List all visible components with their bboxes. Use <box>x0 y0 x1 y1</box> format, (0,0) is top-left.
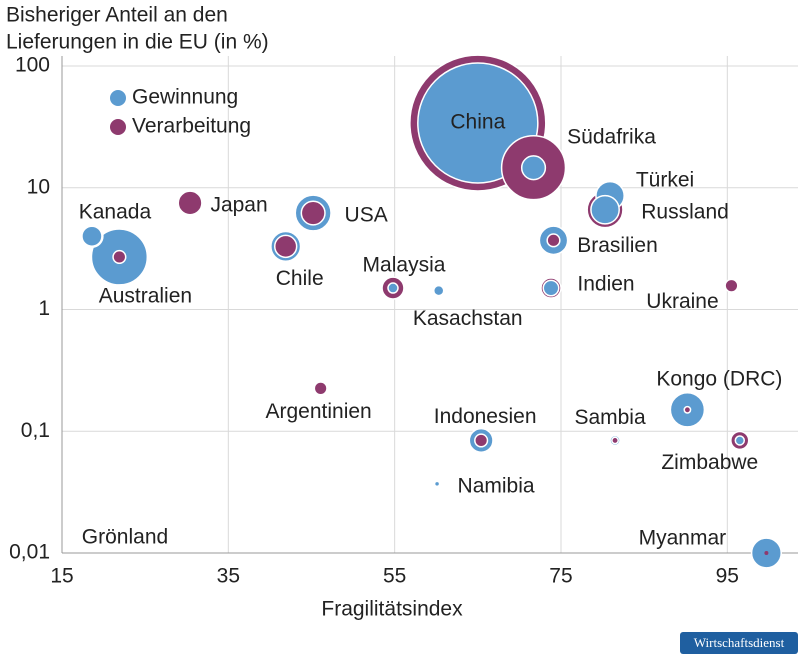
x-tick-label: 55 <box>383 565 406 588</box>
bubble <box>435 482 439 486</box>
point-label: Kasachstan <box>413 307 523 330</box>
point-label: Namibia <box>458 474 535 497</box>
bubble <box>546 233 561 248</box>
point-label: Myanmar <box>639 527 727 550</box>
bubble <box>112 249 127 265</box>
bubble <box>313 381 328 396</box>
bubble <box>590 194 620 225</box>
x-axis-label: Fragilitätsindex <box>321 598 463 621</box>
source-badge <box>680 632 798 654</box>
legend-label: Verarbeitung <box>132 115 251 138</box>
bubble <box>542 279 560 297</box>
point-label: Grönland <box>82 526 168 549</box>
point-label: Malaysia <box>363 254 446 277</box>
point-label: Japan <box>210 194 267 217</box>
point-label: Südafrika <box>567 125 656 148</box>
bubble <box>387 282 399 294</box>
legend-marker <box>110 119 126 135</box>
point-label: Chile <box>276 267 324 290</box>
axis-title: Lieferungen in die EU (in %) <box>6 31 269 54</box>
point-label: Zimbabwe <box>661 451 758 474</box>
point-label: Argentinien <box>266 400 372 423</box>
x-tick-label: 95 <box>716 565 739 588</box>
bubble <box>274 234 298 259</box>
bubble <box>520 155 547 181</box>
bubble <box>432 284 445 297</box>
legend-marker <box>110 90 126 106</box>
point-label: USA <box>345 204 388 227</box>
bubble <box>177 190 203 216</box>
point-label: Indien <box>577 273 634 296</box>
y-tick-label: 10 <box>27 175 50 198</box>
x-tick-label: 75 <box>549 565 572 588</box>
bubble <box>734 435 746 446</box>
legend-label: Gewinnung <box>132 86 238 109</box>
bubble <box>724 278 739 293</box>
y-tick-label: 1 <box>38 297 50 320</box>
x-tick-label: 15 <box>50 565 73 588</box>
axis-title: Bisheriger Anteil an den <box>6 4 228 27</box>
x-tick-label: 35 <box>217 565 240 588</box>
point-label: Sambia <box>574 406 646 429</box>
y-tick-label: 0,01 <box>9 541 50 564</box>
point-label: Kanada <box>79 201 152 224</box>
point-label: Russland <box>641 200 729 223</box>
bubble <box>81 225 103 247</box>
point-label: Türkei <box>636 168 694 191</box>
y-tick-label: 100 <box>15 54 50 77</box>
bubble <box>764 551 769 555</box>
bubble <box>300 200 326 226</box>
bubble <box>611 436 619 445</box>
point-label: Indonesien <box>434 405 537 428</box>
point-label: Australien <box>99 285 192 308</box>
source: Wirtschaftsdienst <box>694 635 785 650</box>
point-label: China <box>450 111 505 134</box>
point-label: Brasilien <box>577 234 658 257</box>
bubble <box>683 405 692 414</box>
point-label: Kongo (DRC) <box>656 367 782 390</box>
bubble <box>474 433 489 448</box>
y-tick-label: 0,1 <box>21 419 50 442</box>
point-label: Ukraine <box>646 290 718 313</box>
